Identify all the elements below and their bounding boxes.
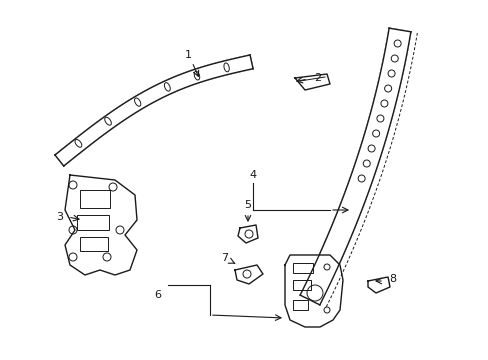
Bar	[292, 280, 310, 290]
Polygon shape	[285, 255, 342, 327]
Polygon shape	[300, 28, 410, 305]
Bar	[292, 300, 307, 310]
Text: 6: 6	[154, 290, 161, 300]
Bar	[77, 215, 109, 230]
Polygon shape	[294, 74, 329, 90]
Polygon shape	[235, 265, 263, 284]
Polygon shape	[55, 55, 252, 166]
Polygon shape	[367, 277, 389, 293]
Text: 1: 1	[184, 50, 191, 60]
Text: 4: 4	[249, 170, 256, 180]
Text: 8: 8	[388, 274, 396, 284]
Text: 3: 3	[57, 212, 63, 222]
Text: 2: 2	[314, 73, 321, 83]
Bar	[80, 237, 108, 251]
Polygon shape	[65, 175, 137, 275]
Polygon shape	[238, 225, 258, 243]
Text: 7: 7	[221, 253, 228, 263]
Text: 5: 5	[244, 200, 251, 210]
Bar	[292, 263, 312, 273]
Bar	[80, 190, 110, 208]
